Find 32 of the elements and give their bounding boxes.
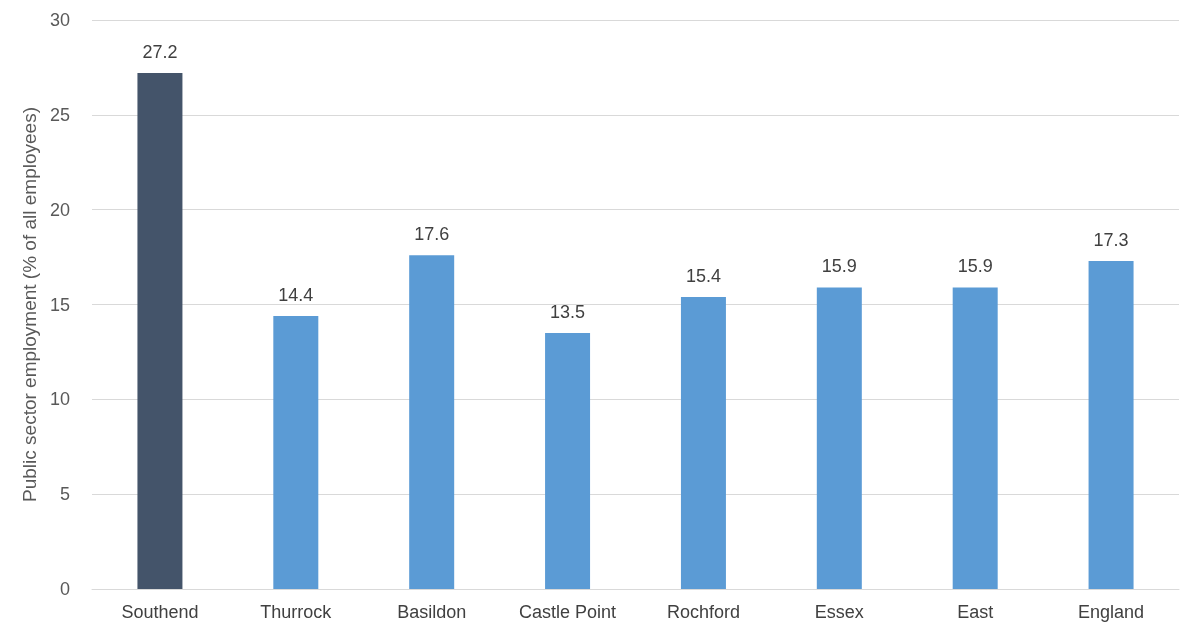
y-tick-label: 15 (49, 294, 70, 315)
y-axis-title: Public sector employment (% of all employees) (19, 107, 41, 502)
y-tick-label: 0 (59, 579, 70, 599)
x-tick-label: England (1078, 602, 1145, 622)
bar (1088, 260, 1134, 589)
bar (273, 315, 319, 589)
data-label: 17.6 (414, 224, 450, 245)
data-label: 17.3 (1093, 229, 1129, 250)
data-label: 15.4 (685, 265, 721, 286)
x-tick-label: Thurrock (260, 602, 333, 622)
data-label: 15.9 (821, 256, 857, 277)
bar (816, 287, 862, 589)
x-tick-label: Castle Point (519, 602, 617, 622)
bar (545, 332, 591, 589)
y-tick-label: 10 (49, 389, 70, 410)
bar (680, 296, 726, 589)
x-tick-label: Rochford (666, 602, 740, 622)
data-label: 14.4 (278, 284, 314, 305)
bar (409, 255, 455, 589)
y-tick-label: 5 (59, 484, 70, 505)
data-label: 15.9 (957, 256, 993, 277)
data-label: 13.5 (550, 301, 586, 322)
x-tick-label: Southend (121, 602, 199, 622)
bar (952, 287, 998, 589)
bar (137, 73, 183, 589)
y-tick-label: 20 (49, 199, 70, 220)
data-label: 27.2 (142, 42, 178, 63)
x-tick-label: Essex (814, 602, 864, 622)
x-tick-label: East (957, 602, 994, 622)
y-tick-label: 25 (49, 104, 70, 125)
x-tick-label: Basildon (397, 602, 467, 622)
y-tick-label: 30 (49, 10, 70, 30)
